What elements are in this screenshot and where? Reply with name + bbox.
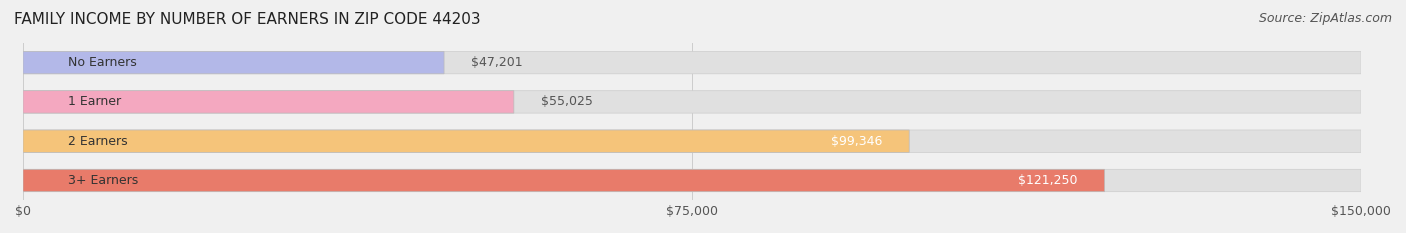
FancyBboxPatch shape	[22, 91, 1361, 113]
Text: $47,201: $47,201	[471, 56, 523, 69]
Text: No Earners: No Earners	[67, 56, 136, 69]
Text: $99,346: $99,346	[831, 135, 883, 148]
Text: $55,025: $55,025	[541, 95, 592, 108]
FancyBboxPatch shape	[22, 51, 1361, 74]
Text: FAMILY INCOME BY NUMBER OF EARNERS IN ZIP CODE 44203: FAMILY INCOME BY NUMBER OF EARNERS IN ZI…	[14, 12, 481, 27]
FancyBboxPatch shape	[22, 169, 1361, 192]
FancyBboxPatch shape	[22, 130, 910, 152]
Text: $121,250: $121,250	[1018, 174, 1078, 187]
Text: 2 Earners: 2 Earners	[67, 135, 127, 148]
FancyBboxPatch shape	[22, 169, 1105, 192]
FancyBboxPatch shape	[22, 130, 1361, 152]
Text: Source: ZipAtlas.com: Source: ZipAtlas.com	[1258, 12, 1392, 25]
Text: 3+ Earners: 3+ Earners	[67, 174, 138, 187]
FancyBboxPatch shape	[22, 91, 513, 113]
Text: 1 Earner: 1 Earner	[67, 95, 121, 108]
FancyBboxPatch shape	[22, 51, 444, 74]
